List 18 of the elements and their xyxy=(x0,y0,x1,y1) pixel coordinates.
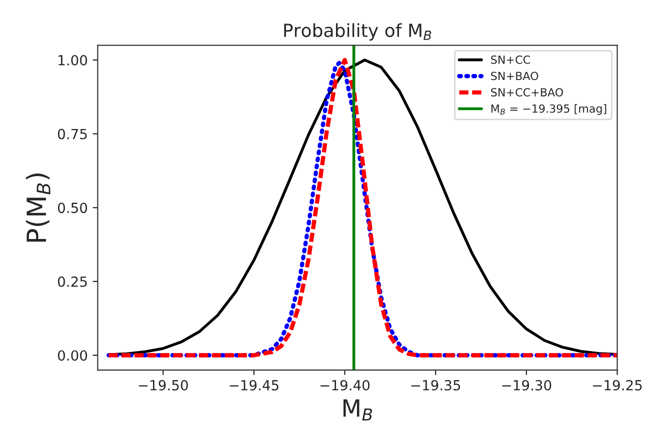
y-axis-title: P(M$_{B}$) xyxy=(26,174,50,242)
x-tick-label: −19.50 xyxy=(138,380,188,390)
legend-label: SN+CC+BAO xyxy=(491,88,563,96)
x-axis-title: M$_{B}$ xyxy=(343,399,372,421)
legend-label: SN+CC xyxy=(491,55,530,64)
y-tick-label: 0.50 xyxy=(58,202,88,214)
y-tick-label: 0.00 xyxy=(58,350,88,361)
y-tick-label: 0.25 xyxy=(58,276,87,287)
x-tick-label: −19.45 xyxy=(230,380,278,390)
chart-title: Probability of M$_{B}$ xyxy=(284,23,432,41)
x-tick-label: −19.40 xyxy=(320,380,370,390)
y-tick-label: 0.75 xyxy=(58,128,87,140)
legend-label: M$_{B}$ = −19.395 [mag] xyxy=(491,104,606,115)
legend-label: SN+BAO xyxy=(491,72,538,80)
x-tick-label: −19.25 xyxy=(593,380,642,390)
x-tick-label: −19.35 xyxy=(411,380,460,390)
x-tick-label: −19.30 xyxy=(502,380,552,390)
y-tick-label: 1.00 xyxy=(58,54,88,66)
